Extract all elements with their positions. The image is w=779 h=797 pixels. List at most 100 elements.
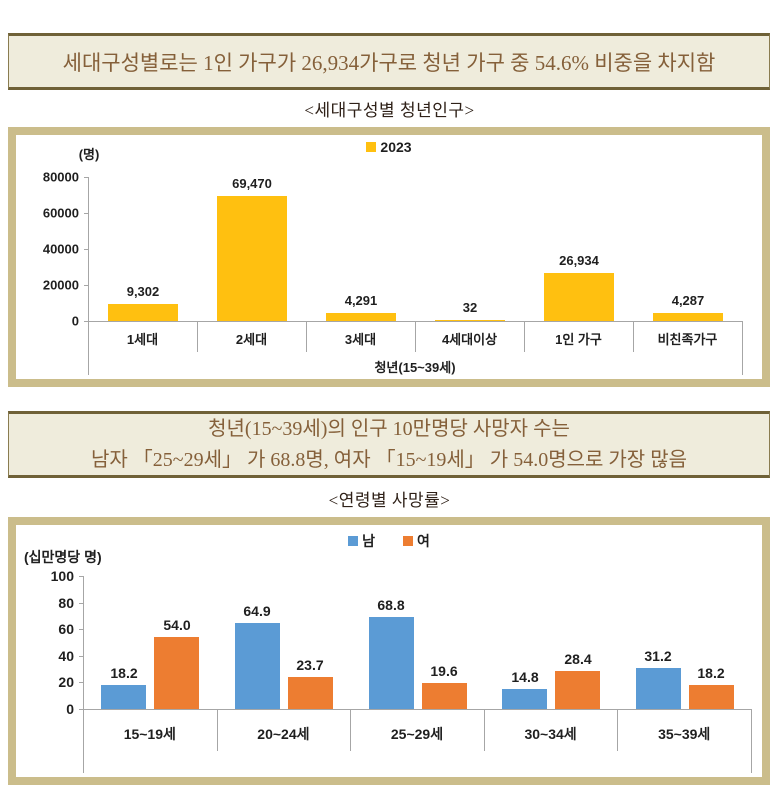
bar-value-label: 54.0 — [163, 617, 191, 633]
category-label: 35~39세 — [658, 726, 711, 742]
y-axis-unit-label: (명) — [78, 147, 100, 162]
category-label: 25~29세 — [390, 726, 444, 742]
legend-item-female: 여 — [403, 531, 430, 551]
bar-여-30~34세 — [555, 671, 600, 709]
headline-line1: 청년(15~39세)의 인구 10만명당 사망자 수는 — [208, 417, 570, 440]
category-separator — [484, 709, 485, 751]
y-tick-mark — [84, 285, 88, 286]
legend-item-male: 남 — [348, 531, 375, 551]
legend: 2023 — [16, 139, 762, 155]
category-label: 20~24세 — [257, 726, 310, 742]
category-separator — [524, 321, 525, 352]
bar-2023-3세대 — [326, 313, 396, 321]
bar-value-label: 26,934 — [559, 253, 599, 268]
y-tick-mark — [84, 249, 88, 250]
headline-box-mortality: 청년(15~39세)의 인구 10만명당 사망자 수는 남자 「25~29세」 … — [8, 411, 770, 478]
category-separator — [415, 321, 416, 352]
bar-value-label: 69,470 — [232, 176, 272, 191]
bar-남-20~24세 — [235, 623, 280, 709]
category-separator — [633, 321, 634, 352]
category-label: 2세대 — [235, 331, 268, 347]
bar-남-35~39세 — [636, 668, 681, 709]
category-label: 비친족가구 — [657, 331, 718, 347]
category-label: 3세대 — [344, 331, 377, 347]
y-tick-mark — [79, 709, 83, 710]
legend-item-2023: 2023 — [366, 139, 412, 155]
y-tick-mark — [84, 213, 88, 214]
axis-outer-line-left — [88, 321, 89, 375]
legend-label: 2023 — [380, 139, 412, 155]
axis-outer-line-right — [742, 321, 743, 375]
bar-남-15~19세 — [101, 685, 146, 709]
legend: 남 여 — [16, 531, 762, 551]
category-label: 30~34세 — [524, 726, 577, 742]
bar-2023-4세대이상 — [435, 320, 505, 321]
legend-label: 여 — [417, 533, 430, 549]
y-tick-mark — [79, 602, 83, 604]
category-separator — [217, 709, 218, 751]
bar-value-label: 32 — [462, 300, 478, 315]
y-tick-mark — [79, 576, 83, 577]
bar-value-label: 28.4 — [564, 651, 592, 667]
bar-남-25~29세 — [369, 617, 414, 709]
y-tick-label: 60000 — [42, 205, 79, 221]
y-tick-label: 20000 — [42, 277, 79, 293]
y-tick-label: 100 — [50, 568, 74, 584]
chart-title-mortality: <연령별 사망률> — [328, 491, 451, 510]
bar-value-label: 64.9 — [243, 603, 271, 619]
headline-box-household: 세대구성별로는 1인 가구가 26,934가구로 청년 가구 중 54.6% 비… — [8, 33, 770, 90]
y-tick-mark — [79, 682, 83, 684]
bar-2023-2세대 — [217, 196, 287, 321]
category-label: 1세대 — [126, 331, 159, 347]
y-axis-line — [83, 576, 84, 709]
bar-value-label: 18.2 — [697, 665, 725, 681]
y-tick-label: 20 — [58, 674, 74, 691]
chart-title-generation: <세대구성별 청년인구> — [304, 101, 475, 120]
bar-value-label: 23.7 — [296, 657, 324, 673]
category-separator — [197, 321, 198, 352]
bar-여-20~24세 — [288, 677, 333, 709]
bar-value-label: 4,291 — [344, 293, 378, 308]
headline-text: 세대구성별로는 1인 가구가 26,934가구로 청년 가구 중 54.6% 비… — [62, 50, 716, 75]
category-separator — [306, 321, 307, 352]
y-tick-label: 0 — [66, 701, 74, 717]
category-label: 1인 가구 — [555, 331, 602, 347]
y-tick-label: 0 — [71, 313, 79, 329]
category-separator — [350, 709, 351, 751]
legend-label: 남 — [362, 533, 375, 549]
bar-value-label: 31.2 — [644, 648, 672, 664]
category-label: 15~19세 — [123, 726, 176, 742]
bar-value-label: 4,287 — [671, 293, 705, 308]
headline-line2: 남자 「25~29세」 가 68.8명, 여자 「15~19세」 가 54.0명… — [90, 448, 688, 471]
bar-2023-1세대 — [108, 304, 178, 321]
y-tick-mark — [79, 629, 83, 631]
legend-swatch-icon — [366, 142, 377, 152]
generation-chart-panel: (명) 2023 80000 60000 40000 20000 0 9,302 69,47… — [8, 127, 770, 387]
bar-value-label: 18.2 — [110, 665, 138, 681]
category-separator — [617, 709, 618, 751]
bar-여-35~39세 — [689, 685, 734, 709]
y-tick-mark — [84, 321, 88, 322]
x-axis-line — [83, 709, 751, 710]
bar-2023-비친족가구 — [653, 313, 723, 321]
bar-value-label: 68.8 — [377, 597, 405, 613]
axis-outer-line-right — [751, 709, 752, 773]
y-tick-label: 60 — [58, 621, 74, 638]
bar-value-label: 14.8 — [511, 669, 539, 685]
y-tick-mark — [79, 655, 83, 657]
y-tick-label: 40000 — [42, 241, 79, 257]
y-tick-mark — [84, 177, 88, 178]
y-axis-unit-label: (십만명당 명) — [24, 549, 102, 565]
legend-swatch-icon — [348, 536, 359, 546]
y-tick-label: 80000 — [42, 169, 79, 185]
bar-value-label: 19.6 — [430, 663, 458, 679]
axis-group-label: 청년(15~39세) — [374, 360, 456, 375]
category-label: 4세대이상 — [441, 331, 498, 347]
bar-여-15~19세 — [154, 637, 199, 709]
y-tick-label: 80 — [58, 594, 74, 611]
y-tick-label: 40 — [58, 647, 74, 664]
mortality-chart-panel: (십만명당 명) 남 여 100 80 60 40 20 0 18.2 64.9 68.8 14.… — [8, 517, 770, 785]
bar-남-30~34세 — [502, 689, 547, 709]
bar-2023-1인 가구 — [544, 273, 614, 321]
